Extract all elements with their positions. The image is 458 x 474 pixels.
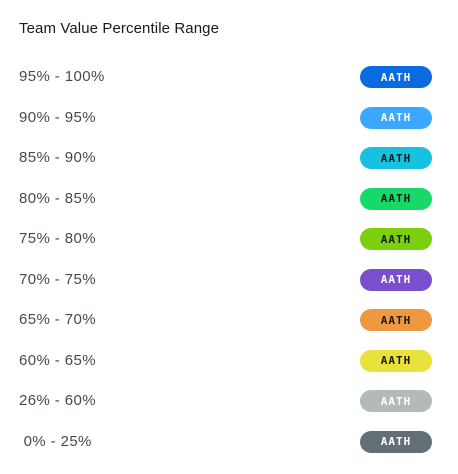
range-label: 90% - 95% bbox=[19, 108, 96, 126]
range-label: 75% - 80% bbox=[19, 230, 96, 247]
range-label: 60% - 65% bbox=[19, 351, 96, 369]
range-row: 60% - 65% AATH bbox=[0, 341, 458, 382]
range-row: 70% - 75% AATH bbox=[0, 260, 458, 301]
range-row: 0% - 25% AATH bbox=[0, 422, 458, 463]
team-badge: AATH bbox=[360, 228, 432, 250]
range-label: 85% - 90% bbox=[19, 149, 96, 166]
team-badge: AATH bbox=[360, 390, 432, 412]
range-label: 80% - 85% bbox=[19, 189, 96, 207]
range-label: 95% - 100% bbox=[19, 68, 105, 85]
team-badge: AATH bbox=[360, 349, 432, 372]
range-row: 75% - 80% AATH bbox=[0, 219, 458, 260]
range-label: 26% - 60% bbox=[19, 392, 96, 409]
range-row: 90% - 95% AATH bbox=[0, 98, 458, 139]
range-label: 70% - 75% bbox=[19, 270, 96, 288]
team-badge: AATH bbox=[360, 147, 432, 169]
range-row: 26% - 60% AATH bbox=[0, 381, 458, 422]
team-badge: AATH bbox=[360, 430, 432, 453]
team-badge: AATH bbox=[360, 66, 432, 88]
range-row: 80% - 85% AATH bbox=[0, 179, 458, 220]
team-badge: AATH bbox=[360, 187, 432, 210]
range-row: 65% - 70% AATH bbox=[0, 300, 458, 341]
range-label: 0% - 25% bbox=[19, 432, 92, 450]
range-row: 85% - 90% AATH bbox=[0, 138, 458, 179]
range-row: 95% - 100% AATH bbox=[0, 57, 458, 98]
team-badge: AATH bbox=[360, 309, 432, 331]
range-label: 65% - 70% bbox=[19, 311, 96, 328]
team-badge: AATH bbox=[360, 268, 432, 291]
range-list: 95% - 100% AATH 90% - 95% AATH 85% - 90%… bbox=[0, 57, 458, 462]
team-badge: AATH bbox=[360, 106, 432, 129]
panel-title: Team Value Percentile Range bbox=[19, 20, 220, 37]
